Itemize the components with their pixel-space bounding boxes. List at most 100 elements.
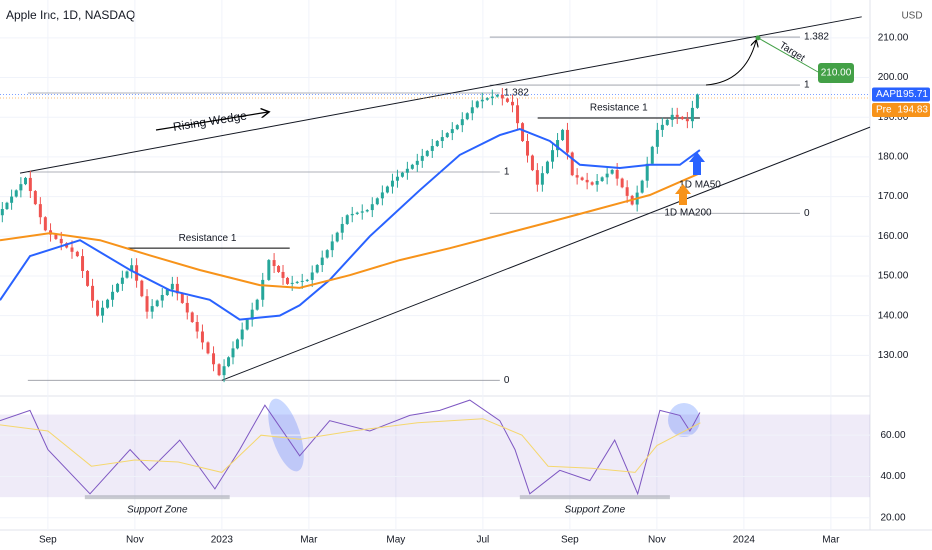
candle <box>175 283 179 294</box>
candle <box>650 146 654 164</box>
candle <box>540 173 544 185</box>
rsi-band <box>0 414 870 498</box>
candle <box>360 211 364 213</box>
candle <box>551 150 555 162</box>
y-tick-label: 130.00 <box>878 350 909 361</box>
candle <box>516 105 520 124</box>
y-tick-label: 210.00 <box>878 32 909 43</box>
candle <box>111 291 115 300</box>
price-tag <box>872 87 930 102</box>
y-tick-label: 40.00 <box>880 471 905 482</box>
candle <box>267 260 271 280</box>
candle <box>340 223 344 233</box>
support-zone <box>519 495 670 500</box>
candle <box>190 312 194 322</box>
candle <box>460 119 464 126</box>
candle <box>227 357 231 367</box>
candle <box>5 202 9 210</box>
candle <box>511 101 515 106</box>
y-tick-label: 60.00 <box>880 430 905 441</box>
candle <box>345 215 349 224</box>
candle <box>535 170 539 185</box>
candle <box>595 181 599 185</box>
candle <box>521 123 525 142</box>
candle <box>310 272 314 280</box>
candle <box>245 319 249 330</box>
fib-ratio: 1 <box>804 80 810 91</box>
resistance-label: Resistance 1 <box>590 103 648 114</box>
candle <box>410 164 414 169</box>
candle <box>445 133 449 138</box>
candle <box>430 145 434 151</box>
candle <box>590 182 594 185</box>
candle <box>545 161 549 174</box>
x-tick-label: Nov <box>126 535 144 546</box>
candle <box>440 137 444 142</box>
candle <box>14 190 18 197</box>
candle <box>200 331 204 343</box>
candle <box>222 366 226 376</box>
candle <box>556 140 560 151</box>
candle <box>43 217 47 231</box>
x-tick-label: Sep <box>39 535 57 546</box>
price-tag <box>872 103 930 118</box>
candle <box>170 283 174 290</box>
candle <box>272 260 276 267</box>
candle <box>33 191 37 205</box>
candle <box>0 209 4 216</box>
price-tag-value: 195.71 <box>897 89 928 100</box>
candle <box>70 247 74 252</box>
y-tick-label: 190.00 <box>878 112 909 123</box>
candle <box>375 198 379 205</box>
candle <box>660 124 664 130</box>
candle <box>285 277 289 284</box>
target-path <box>705 41 756 86</box>
fib-ratio: 0 <box>804 208 810 219</box>
target-leg <box>757 37 819 73</box>
candle <box>305 279 309 281</box>
candle <box>695 94 699 108</box>
candle <box>106 299 110 308</box>
candle <box>255 299 259 310</box>
candle <box>130 265 134 272</box>
candle <box>490 96 494 99</box>
candle <box>261 279 265 300</box>
candle <box>400 172 404 177</box>
y-tick-label: 140.00 <box>878 310 909 321</box>
candle <box>335 232 339 242</box>
candle <box>355 212 359 214</box>
candle <box>526 141 530 156</box>
ma200-arrow <box>675 184 691 205</box>
candle <box>575 175 579 178</box>
support-zone-label: Support Zone <box>127 505 188 516</box>
rsi-highlight <box>668 403 700 437</box>
candle <box>235 339 239 349</box>
candle <box>295 281 299 283</box>
y-tick-label: 170.00 <box>878 191 909 202</box>
candle <box>655 129 659 147</box>
candle <box>585 179 589 183</box>
candle <box>485 98 489 100</box>
candle <box>101 307 105 316</box>
candle <box>96 300 100 316</box>
candle <box>28 177 32 192</box>
candle <box>145 296 149 312</box>
candle <box>620 178 624 188</box>
y-tick-label: 180.00 <box>878 152 909 163</box>
price-tag-name: AAPL <box>876 89 902 100</box>
support-zone-label: Support Zone <box>565 505 626 516</box>
candle <box>395 176 399 181</box>
candle <box>206 342 210 354</box>
candle <box>217 364 221 376</box>
candle <box>320 257 324 266</box>
y-tick-label: 20.00 <box>880 512 905 523</box>
candle <box>300 280 304 282</box>
candle <box>86 270 90 286</box>
candle <box>370 204 374 211</box>
candle <box>10 196 14 203</box>
candle <box>155 300 159 307</box>
candle <box>75 251 79 257</box>
fib-ratio: 0 <box>504 375 510 386</box>
